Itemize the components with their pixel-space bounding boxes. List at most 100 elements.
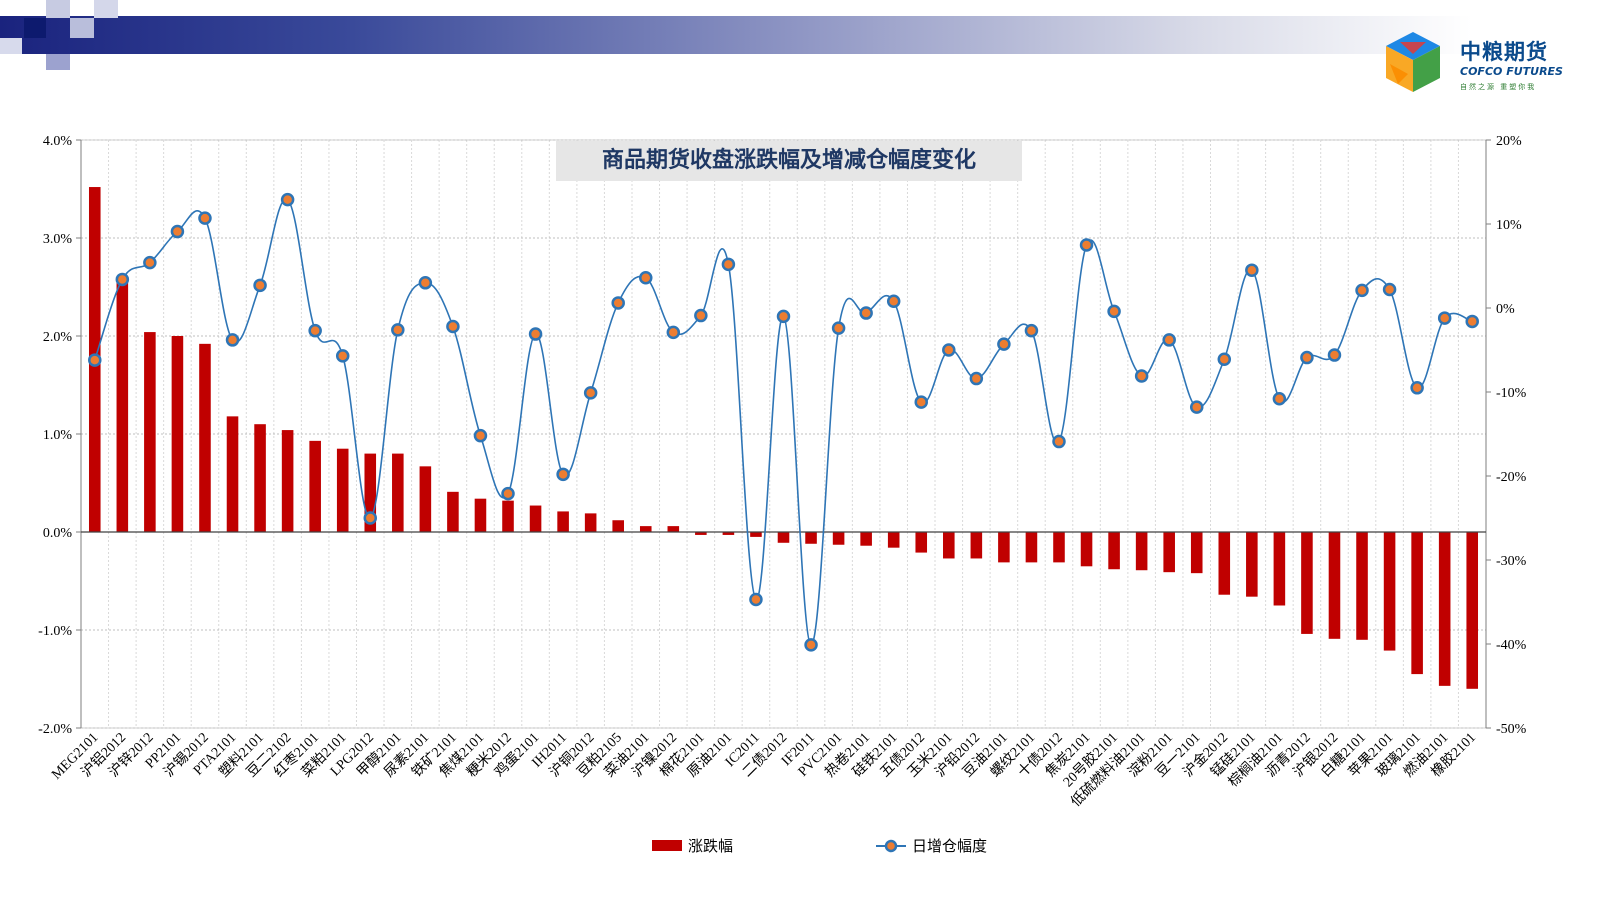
header-banner (0, 16, 1600, 54)
right-tick-label: -10% (1496, 386, 1527, 401)
plot-area (80, 139, 1487, 729)
bar (1025, 532, 1038, 563)
line-point (942, 343, 956, 357)
header-square-mid (46, 54, 70, 70)
line-point (170, 224, 185, 239)
line-point (1355, 283, 1369, 298)
legend-bar-swatch (652, 840, 682, 851)
grid-layer (80, 139, 1487, 729)
company-logo: 中粮期货 COFCO FUTURES 自然之源 重塑你我 (1378, 30, 1578, 100)
line-point (1079, 238, 1094, 252)
bar (144, 332, 156, 532)
line-point (1189, 400, 1204, 414)
line-point (418, 276, 433, 290)
bar (1411, 532, 1423, 675)
line-point (253, 278, 267, 293)
chart-title-text: 商品期货收盘涨跌幅及增减仓幅度变化 (601, 148, 976, 173)
bar (474, 498, 487, 532)
left-tick-label: 1.0% (43, 428, 73, 443)
left-tick-label: 4.0% (43, 134, 73, 149)
bar (777, 532, 790, 543)
bar (1218, 532, 1231, 595)
line-point (473, 428, 488, 443)
bar (392, 453, 404, 532)
line-point (1217, 352, 1232, 366)
line-point (225, 333, 240, 347)
bar (750, 532, 762, 537)
line-point (528, 327, 543, 341)
line-point (143, 255, 157, 270)
brand-name-en: COFCO FUTURES (1460, 65, 1563, 78)
legend-line-label: 日增仓幅度 (912, 838, 987, 855)
line-point (335, 349, 350, 363)
bar (832, 532, 845, 545)
line-point (1465, 314, 1479, 329)
line-point (556, 467, 570, 482)
right-tick-label: 0% (1496, 302, 1515, 317)
line-point (363, 511, 378, 525)
right-tick-label: -50% (1496, 722, 1527, 737)
bar (998, 532, 1010, 563)
bar (612, 520, 624, 532)
line-point (1410, 381, 1424, 395)
bar (419, 466, 432, 532)
left-tick-label: -2.0% (38, 722, 72, 737)
bar (1356, 532, 1368, 640)
bar (171, 336, 184, 532)
bar (226, 416, 239, 532)
bar (639, 526, 652, 532)
bar (1135, 532, 1148, 571)
right-tick-label: -30% (1496, 554, 1527, 569)
bar (364, 453, 377, 532)
header-square-light (70, 18, 94, 38)
bar (1080, 532, 1093, 567)
line-point (886, 294, 901, 309)
bar (1328, 532, 1341, 639)
bar (502, 500, 514, 532)
bar (1246, 532, 1258, 597)
line-point (1327, 348, 1342, 362)
chart-title-bg (556, 141, 1022, 181)
header-square-light (46, 0, 70, 18)
bar (447, 491, 459, 532)
right-tick-label: -40% (1496, 638, 1527, 653)
legend-bar-label: 涨跌幅 (688, 838, 733, 855)
left-tick-label: 2.0% (43, 330, 73, 345)
bar (557, 511, 569, 532)
bar (1053, 532, 1065, 563)
bar (1163, 532, 1175, 573)
logo-cube-icon (1386, 32, 1440, 92)
line-point (198, 211, 212, 225)
line-point (280, 192, 295, 207)
brand-slogan: 自然之源 重塑你我 (1460, 83, 1537, 91)
bar (1301, 532, 1313, 634)
legend-line-marker (884, 839, 898, 853)
line-point (88, 353, 102, 367)
line-point (1300, 350, 1314, 365)
line-point (1052, 434, 1066, 449)
bar (529, 505, 542, 532)
line-point (1107, 304, 1121, 319)
bar (1438, 532, 1451, 686)
line-point (776, 309, 791, 324)
bar (584, 513, 597, 532)
line-point (721, 257, 736, 272)
line-point (831, 321, 846, 335)
bar (695, 532, 707, 535)
line-point (694, 308, 708, 323)
bar (254, 424, 266, 532)
line-point (859, 306, 873, 320)
line-point (115, 272, 130, 287)
left-tick-label: 3.0% (43, 232, 73, 247)
line-point (969, 371, 984, 386)
left-tick-label: 0.0% (43, 526, 73, 541)
header-square-light (94, 0, 118, 18)
bar (1466, 532, 1479, 689)
line-point (804, 638, 818, 652)
bar (805, 532, 817, 544)
right-tick-label: 10% (1496, 218, 1522, 233)
bar (915, 532, 928, 553)
line-point (308, 323, 322, 338)
bar (970, 532, 983, 559)
